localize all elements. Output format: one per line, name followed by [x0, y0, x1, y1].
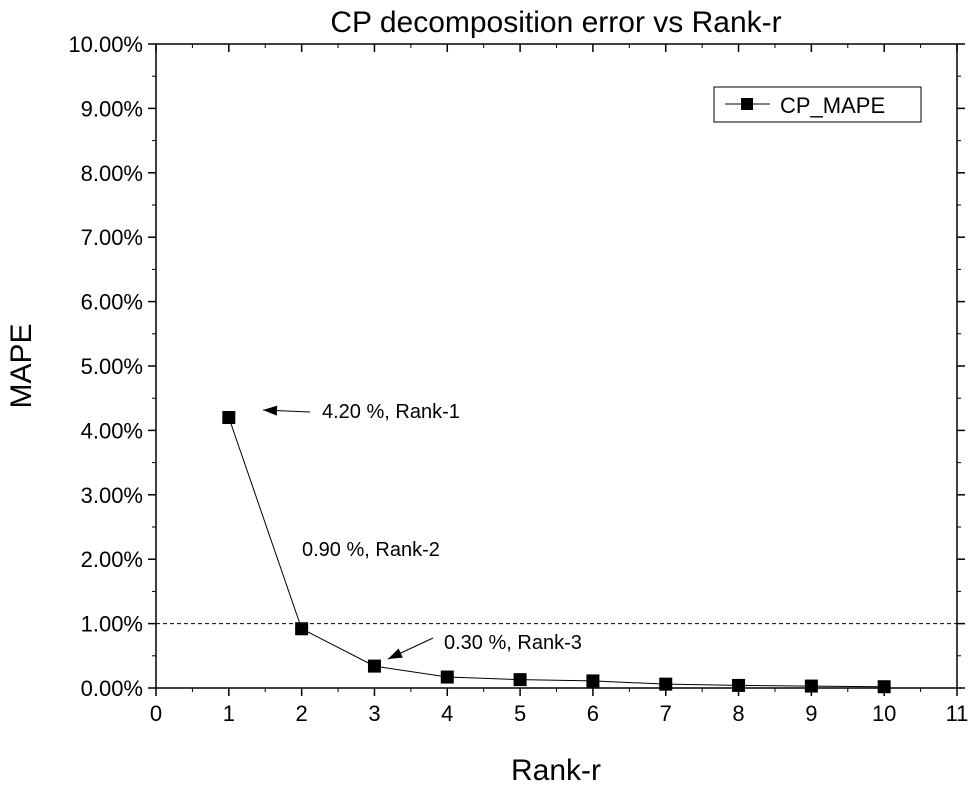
- data-point-marker: [804, 679, 818, 693]
- y-tick-label: 7.00%: [81, 225, 143, 250]
- annotation-group: 4.20 %, Rank-1 0.90 %, Rank-2 0.30 %, Rank…: [262, 401, 582, 660]
- x-tick-label: 5: [514, 701, 526, 726]
- y-tick-label: 9.00%: [81, 96, 143, 121]
- annotation-arrow-rank-1-head: [263, 405, 278, 416]
- x-tick-label: 7: [660, 701, 672, 726]
- x-tick-label: 10: [872, 701, 896, 726]
- legend-marker: [741, 98, 753, 110]
- x-tick-label: 4: [441, 701, 453, 726]
- legend: CP_MAPE: [713, 86, 922, 123]
- y-axis: 0.00% 1.00% 2.00% 3.00% 4.00% 5.00% 6.00% 7.00%…: [68, 32, 965, 701]
- y-tick-label: 0.00%: [81, 676, 143, 701]
- x-tick-label: 1: [223, 701, 235, 726]
- x-tick-label: 11: [946, 701, 969, 726]
- annotation-label: 0.30 %, Rank-3: [444, 632, 582, 654]
- data-point-marker: [222, 411, 236, 425]
- legend-label: CP_MAPE: [780, 93, 885, 118]
- plot-area-frame: [155, 43, 958, 689]
- x-tick-label: 6: [587, 701, 599, 726]
- data-point-marker: [367, 659, 381, 673]
- x-axis-label: Rank-r: [511, 754, 601, 786]
- y-tick-label: 1.00%: [81, 612, 143, 637]
- y-tick-label: 4.00%: [81, 418, 143, 443]
- data-point-marker: [732, 678, 746, 692]
- chart-title: CP decomposition error vs Rank-r: [330, 6, 781, 39]
- data-point-marker: [295, 622, 309, 636]
- y-axis-label: MAPE: [5, 323, 38, 408]
- series-line: [228, 417, 885, 688]
- series-group: [222, 411, 891, 694]
- annotation-label: 0.90 %, Rank-2: [302, 539, 440, 561]
- x-axis: 0 1 2 3 4 5 6 7 8 9 10 11: [150, 44, 969, 726]
- y-tick-label: 8.00%: [81, 161, 143, 186]
- x-tick-label: 2: [296, 701, 308, 726]
- plot-border: [155, 43, 958, 689]
- annotation-label: 4.20 %, Rank-1: [322, 401, 460, 423]
- data-point-marker: [586, 674, 600, 688]
- y-tick-label: 6.00%: [81, 290, 143, 315]
- y-tick-label: 5.00%: [81, 354, 143, 379]
- y-tick-label: 3.00%: [81, 483, 143, 508]
- x-tick-label: 3: [368, 701, 380, 726]
- annotation-arrow-rank-3-head: [388, 648, 403, 659]
- x-tick-label: 0: [150, 701, 162, 726]
- data-point-marker: [440, 670, 454, 684]
- data-point-marker: [659, 677, 673, 691]
- data-point-marker: [513, 673, 527, 687]
- y-tick-label: 10.00%: [68, 32, 143, 57]
- y-tick-label: 2.00%: [81, 547, 143, 572]
- x-tick-label: 9: [805, 701, 817, 726]
- data-point-marker: [877, 680, 891, 694]
- x-tick-label: 8: [732, 701, 744, 726]
